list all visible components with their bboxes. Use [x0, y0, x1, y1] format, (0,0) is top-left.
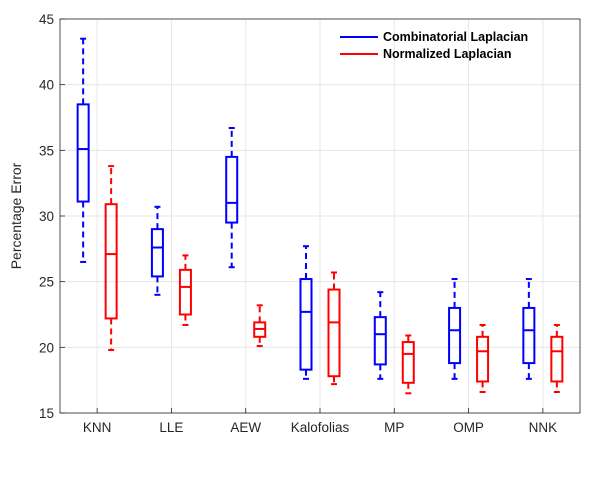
boxes [76, 37, 564, 395]
box-combinatorial-mp [373, 291, 387, 380]
legend-item-combinatorial: Combinatorial Laplacian [340, 30, 528, 44]
legend-item-normalized: Normalized Laplacian [340, 47, 512, 61]
box-combinatorial-knn [76, 37, 90, 263]
box-iqr [150, 228, 164, 278]
box-normalized-knn [104, 165, 118, 351]
box-combinatorial-lle [150, 205, 164, 296]
x-tick-label: KNN [83, 420, 112, 435]
box-normalized-mp [401, 334, 415, 395]
box-combinatorial-kalofolias [299, 245, 313, 380]
box-iqr [401, 341, 415, 384]
y-tick-label: 35 [39, 143, 54, 158]
y-axis-label: Percentage Error [8, 162, 24, 269]
y-tick-label: 40 [39, 78, 54, 93]
x-tick-label: AEW [230, 420, 261, 435]
y-tick-label: 30 [39, 209, 54, 224]
box-iqr [448, 306, 462, 365]
box-iqr [178, 268, 192, 316]
x-tick-label: LLE [159, 420, 183, 435]
box-iqr [225, 155, 239, 224]
x-tick-label: MP [384, 420, 404, 435]
y-tick-label: 20 [39, 340, 54, 355]
y-axis: 15 20 25 30 35 40 45 [39, 12, 65, 421]
box-normalized-kalofolias [327, 271, 341, 386]
x-tick-label: OMP [453, 420, 484, 435]
box-iqr [299, 278, 313, 371]
box-iqr [327, 288, 341, 378]
box-iqr [550, 335, 564, 383]
x-tick-label: Kalofolias [291, 420, 350, 435]
box-combinatorial-nnk [522, 278, 536, 380]
box-combinatorial-aew [225, 127, 239, 269]
y-tick-label: 25 [39, 275, 54, 290]
box-iqr [373, 316, 387, 366]
box-normalized-nnk [550, 324, 564, 393]
box-iqr [76, 103, 90, 203]
x-axis: KNN LLE AEW Kalofolias MP OMP NNK [83, 408, 557, 435]
grid [60, 18, 580, 414]
box-combinatorial-omp [448, 278, 462, 380]
y-tick-label: 45 [39, 12, 54, 27]
legend-label: Combinatorial Laplacian [383, 30, 528, 44]
box-normalized-aew [253, 304, 267, 348]
legend: Combinatorial Laplacian Normalized Laplac… [340, 30, 528, 61]
box-normalized-omp [476, 324, 490, 393]
box-iqr [522, 306, 536, 365]
legend-label: Normalized Laplacian [383, 47, 512, 61]
box-normalized-lle [178, 254, 192, 327]
box-iqr [476, 335, 490, 383]
box-iqr [104, 203, 118, 320]
x-tick-label: NNK [529, 420, 558, 435]
y-tick-label: 15 [39, 406, 54, 421]
